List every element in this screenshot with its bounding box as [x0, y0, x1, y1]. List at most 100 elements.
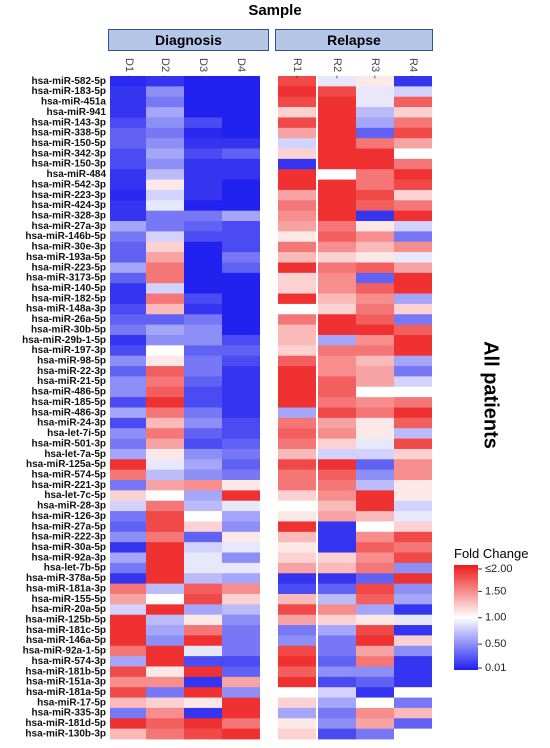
- heatmap-cell: [184, 334, 222, 346]
- heatmap-cell: [278, 500, 316, 512]
- heatmap-cell: [222, 469, 260, 481]
- heatmap-cell: [356, 604, 394, 616]
- heatmap-cell: [356, 324, 394, 336]
- heatmap-cell: [318, 189, 356, 201]
- heatmap-cell: [394, 303, 432, 315]
- heatmap-cell: [356, 552, 394, 564]
- heatmap-cell: [318, 552, 356, 564]
- row-label: hsa-miR-30b-5p: [31, 324, 106, 335]
- heatmap-cell: [110, 241, 148, 253]
- heatmap-cell: [146, 718, 184, 730]
- heatmap-cell: [110, 614, 148, 626]
- heatmap-cell: [184, 645, 222, 657]
- heatmap-cell: [318, 656, 356, 667]
- heatmap-cell: [110, 593, 148, 605]
- heatmap-cell: [394, 272, 432, 284]
- heatmap-cell: [318, 117, 356, 129]
- column-label: R2 -: [331, 58, 343, 79]
- heatmap-cell: [146, 221, 184, 232]
- heatmap-cell: [394, 107, 432, 118]
- heatmap-cell: [146, 635, 184, 647]
- row-label: hsa-miR-30a-5p: [32, 542, 106, 553]
- heatmap-cell: [318, 448, 356, 460]
- row-label: hsa-miR-29b-1-5p: [22, 335, 106, 346]
- heatmap-cell: [356, 469, 394, 481]
- heatmap-cell: [146, 86, 184, 98]
- heatmap-cell: [278, 210, 316, 222]
- heatmap-cell: [146, 448, 184, 460]
- heatmap-cell: [184, 262, 222, 274]
- heatmap-cell: [222, 293, 260, 305]
- heatmap-cell: [356, 448, 394, 460]
- heatmap-cell: [110, 324, 148, 336]
- heatmap-cell: [356, 428, 394, 439]
- heatmap-cell: [110, 169, 148, 180]
- heatmap-cell: [278, 241, 316, 253]
- heatmap-cell: [278, 397, 316, 408]
- row-label: hsa-miR-222-3p: [32, 532, 106, 543]
- heatmap-cell: [356, 593, 394, 605]
- row-label: hsa-miR-941: [47, 107, 107, 118]
- heatmap-cell: [318, 241, 356, 253]
- heatmap-cell: [184, 127, 222, 139]
- heatmap-cell: [394, 96, 432, 108]
- heatmap-cell: [146, 397, 184, 408]
- heatmap-cell: [356, 303, 394, 315]
- heatmap-cell: [110, 697, 148, 709]
- heatmap-cell: [110, 189, 148, 201]
- heatmap-cell: [318, 231, 356, 243]
- column-label: D1 -: [123, 58, 135, 79]
- heatmap-cell: [184, 179, 222, 191]
- heatmap-cell: [356, 86, 394, 98]
- heatmap-cell: [110, 334, 148, 346]
- heatmap-cell: [184, 169, 222, 180]
- heatmap-cell: [356, 283, 394, 294]
- heatmap-cell: [222, 459, 260, 471]
- heatmap-cell: [278, 448, 316, 460]
- column-label: D3 -: [197, 58, 209, 79]
- heatmap-cell: [110, 345, 148, 357]
- heatmap-cell: [278, 480, 316, 491]
- heatmap-cell: [394, 718, 432, 730]
- heatmap-cell: [318, 438, 356, 450]
- heatmap-cell: [356, 241, 394, 253]
- heatmap-cell: [356, 117, 394, 129]
- heatmap-cell: [356, 189, 394, 201]
- heatmap-cell: [184, 500, 222, 512]
- heatmap-cell: [394, 656, 432, 667]
- legend-tick-label: ≤2.00: [485, 563, 512, 575]
- heatmap-cell: [184, 241, 222, 253]
- heatmap-cell: [110, 138, 148, 149]
- heatmap-cell: [110, 397, 148, 408]
- heatmap-cell: [356, 521, 394, 533]
- heatmap-cell: [318, 490, 356, 502]
- heatmap-cell: [146, 614, 184, 626]
- heatmap-cell: [394, 221, 432, 232]
- heatmap-cell: [184, 86, 222, 98]
- heatmap-cell: [184, 355, 222, 367]
- heatmap-cell: [356, 169, 394, 180]
- heatmap-cell: [394, 179, 432, 191]
- heatmap-cell: [394, 76, 432, 87]
- heatmap-cell: [184, 314, 222, 326]
- heatmap-cell: [222, 107, 260, 118]
- row-label: hsa-miR-335-3p: [32, 708, 106, 719]
- heatmap-cell: [110, 531, 148, 543]
- heatmap-cell: [394, 645, 432, 657]
- heatmap-cell: [184, 656, 222, 667]
- heatmap-cell: [146, 542, 184, 553]
- heatmap-cell: [356, 314, 394, 326]
- heatmap-cell: [278, 314, 316, 326]
- heatmap-cell: [318, 480, 356, 491]
- heatmap-cell: [356, 96, 394, 108]
- heatmap-cell: [394, 314, 432, 326]
- heatmap-cell: [110, 542, 148, 553]
- heatmap-cell: [356, 697, 394, 709]
- heatmap-cell: [394, 169, 432, 180]
- heatmap-cell: [184, 293, 222, 305]
- heatmap-cell: [146, 593, 184, 605]
- legend-title: Fold Change: [454, 546, 529, 561]
- heatmap-cell: [318, 697, 356, 709]
- heatmap-cell: [394, 158, 432, 170]
- column-label: D4 -: [235, 58, 247, 79]
